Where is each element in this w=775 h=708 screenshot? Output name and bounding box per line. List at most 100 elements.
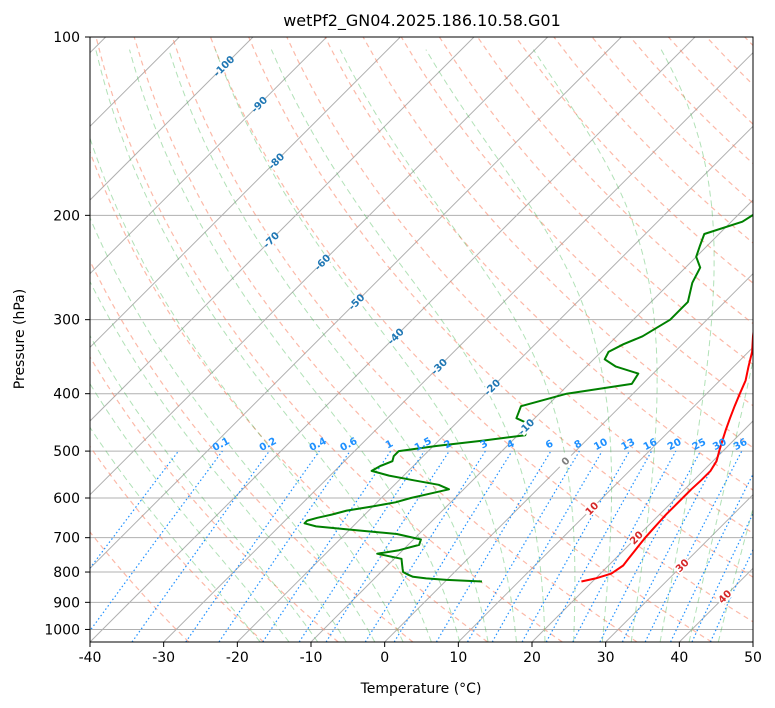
moist-adiabat-line: [532, 49, 658, 642]
isotherm-label-background: [627, 528, 646, 547]
isotherm-label-background: [556, 452, 575, 471]
isotherm-line: [605, 493, 753, 642]
mixing-ratio-line: [709, 548, 753, 642]
dry-adiabat-line: [477, 37, 753, 325]
isotherm-label: -80: [267, 152, 288, 173]
moist-adiabat-line: [339, 49, 576, 642]
isotherm-line: [163, 51, 753, 642]
y-tick-label: 600: [53, 491, 80, 507]
mixing-ratio-line: [545, 450, 653, 642]
isotherm-label: -50: [347, 292, 368, 313]
isotherm-label-background: [313, 253, 332, 272]
x-axis-label: Temperature (°C): [360, 681, 482, 697]
isotherm-label-background: [715, 587, 734, 606]
isotherm-line: [310, 199, 753, 642]
isotherm-label-background: [267, 151, 286, 171]
background-grid: [90, 37, 753, 630]
chart-title: wetPf2_GN04.2025.186.10.58.G01: [283, 11, 561, 31]
moist-adiabat-line: [425, 49, 613, 642]
mixing-ratio-line: [644, 450, 743, 642]
dry-adiabat-line: [400, 37, 753, 407]
dry-adiabat-line: [90, 150, 488, 642]
x-tick-label: 0: [380, 650, 389, 666]
plot-frame: [89, 36, 754, 643]
y-tick-label: 700: [53, 531, 80, 547]
mixing-ratio-lines: [90, 450, 753, 642]
isotherm-label: -60: [313, 253, 334, 274]
adiabats: [90, 37, 753, 642]
isotherm-line: [678, 567, 753, 642]
isotherm-line: [90, 37, 254, 201]
mixing-ratio-label: 2: [442, 438, 453, 451]
y-tick-label: 400: [53, 387, 80, 403]
mixing-ratio-line: [435, 450, 552, 642]
dry-adiabat-line: [438, 37, 753, 366]
isotherm-label-background: [517, 417, 536, 437]
isotherm-label: -90: [250, 95, 271, 116]
dry-adiabat-line: [591, 37, 753, 204]
x-tick-label: -10: [300, 650, 323, 666]
mixing-ratio-label: 1: [384, 438, 395, 451]
y-tick-label: 500: [53, 444, 80, 460]
mixing-ratio-line: [691, 512, 753, 642]
y-tick-label: 1000: [44, 622, 80, 638]
x-tick-label: -40: [79, 650, 102, 666]
moist-adiabat-line: [90, 280, 347, 642]
x-tick-label: 20: [523, 650, 541, 666]
x-tick-label: 50: [744, 650, 762, 666]
isotherm-line: [236, 125, 753, 642]
dry-adiabat-line: [286, 37, 753, 534]
isotherm-line: [90, 37, 401, 349]
dry-adiabat-line: [209, 37, 753, 623]
dry-adiabat-line: [90, 259, 414, 642]
y-tick-label: 800: [53, 565, 80, 581]
isotherm-label: 40: [717, 588, 735, 606]
y-axis-label: Pressure (hPa): [12, 289, 28, 389]
mixing-ratio-label: 3: [479, 438, 490, 451]
mixing-ratio-line: [521, 450, 631, 642]
mixing-ratio-line: [325, 450, 450, 642]
x-tick-label: 40: [670, 650, 688, 666]
isotherm-label-background: [672, 556, 692, 575]
x-tick-label: 30: [597, 650, 615, 666]
isotherm-label-background: [261, 230, 281, 250]
isotherm-label: -100: [212, 54, 238, 80]
dry-adiabat-line: [171, 37, 713, 642]
dry-adiabat-line: [667, 37, 753, 125]
mixing-ratio-line: [90, 450, 179, 570]
isotherm-label-background: [347, 292, 366, 312]
dry-adiabat-line: [133, 37, 638, 642]
mixing-ratio-label: 10: [592, 437, 609, 453]
y-tick-label: 300: [53, 313, 80, 329]
isotherm-label-background: [249, 95, 269, 114]
dry-adiabat-line: [248, 37, 753, 578]
mixing-ratio-line: [131, 450, 270, 642]
isotherm-line: [531, 420, 753, 642]
moist-adiabat-line: [90, 426, 261, 642]
isotherm-line: [457, 346, 753, 642]
moist-adiabat-line: [717, 506, 753, 642]
mixing-ratio-line: [90, 450, 223, 632]
isotherm-line: [90, 37, 549, 496]
isotherm-label: -70: [262, 230, 283, 251]
dry-adiabat-line: [744, 37, 753, 47]
sounding-series: [303, 213, 753, 583]
isotherm-label: -40: [386, 327, 407, 348]
y-tick-label: 900: [53, 595, 80, 611]
x-axis-ticks: -40 -30 -20 -10 0 10 20 30 40 50: [79, 642, 762, 666]
dry-adiabat-line: [90, 355, 339, 642]
moist-adiabat-line: [270, 49, 546, 642]
moist-adiabat-line: [90, 382, 290, 642]
isotherm-label-background: [429, 357, 449, 376]
mixing-ratio-label: 6: [544, 438, 555, 451]
dry-adiabat-line: [515, 37, 753, 284]
dry-adiabat-line: [95, 37, 563, 642]
mixing-ratio-line: [599, 450, 702, 642]
dry-adiabat-line: [90, 445, 264, 642]
mixing-ratio-line: [670, 472, 753, 642]
isotherm-label-background: [582, 499, 602, 518]
mixing-ratio-line: [572, 450, 677, 642]
mixing-ratio-label: 25: [691, 437, 708, 453]
isotherm-line: [752, 641, 753, 642]
